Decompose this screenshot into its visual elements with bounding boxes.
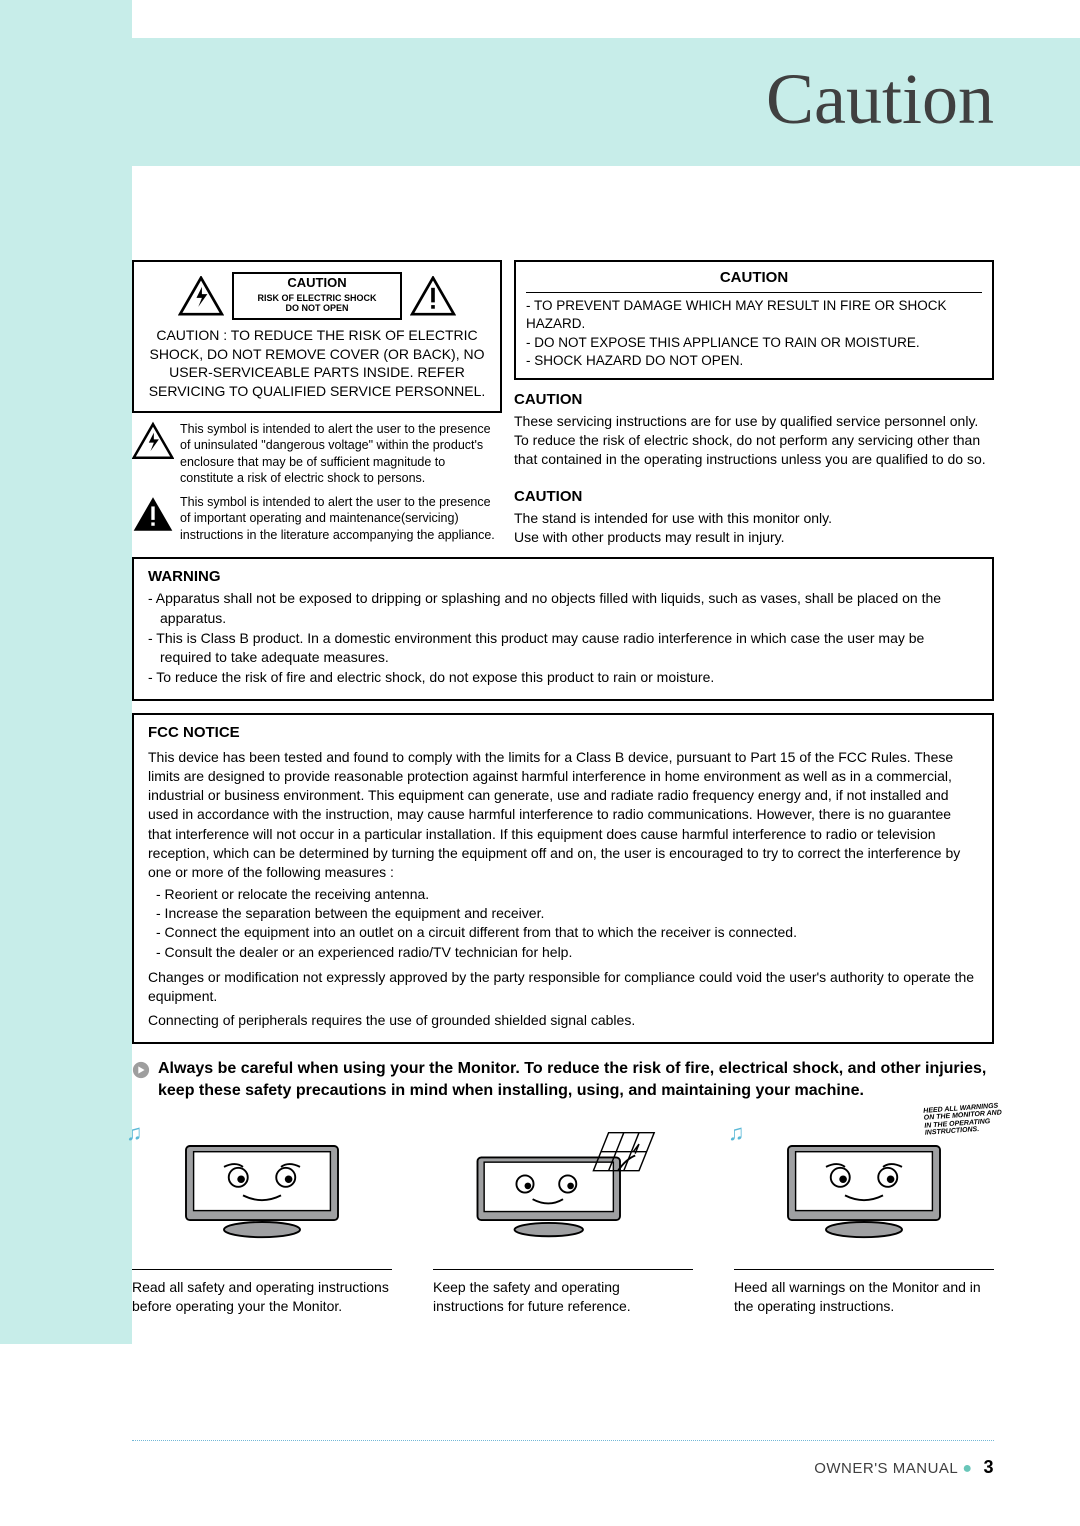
illustration-col-1: ♫ Read all safety and operating instruct… (132, 1113, 392, 1316)
caution-icon-row: CAUTION RISK OF ELECTRIC SHOCK DO NOT OP… (142, 272, 492, 320)
caution-3-header: CAUTION (514, 487, 994, 507)
symbol-description-1: This symbol is intended to alert the use… (132, 421, 502, 486)
warning-item-2: - This is Class B product. In a domestic… (148, 629, 978, 668)
exclamation-triangle-icon (410, 276, 456, 316)
emphasis-text: Always be careful when using your the Mo… (158, 1058, 994, 1101)
emphasis-row: Always be careful when using your the Mo… (132, 1058, 994, 1101)
caution-block-3: CAUTION The stand is intended for use wi… (514, 487, 994, 547)
fcc-paragraph-3: Connecting of peripherals requires the u… (148, 1011, 978, 1030)
monitor-cartoon-icon (769, 1124, 959, 1244)
illustration-col-3: ♫ HEED ALL WARNINGS ON THE MONITOR AND I… (734, 1113, 994, 1316)
footer-label: OWNER'S MANUAL (814, 1460, 958, 1477)
fcc-notice-box: FCC NOTICE This device has been tested a… (132, 713, 994, 1044)
caution-block-2: CAUTION These servicing instructions are… (514, 390, 994, 469)
caution-2-header: CAUTION (514, 390, 994, 410)
symbol-1-text: This symbol is intended to alert the use… (180, 421, 502, 486)
caution-box-1-header: CAUTION (526, 268, 982, 293)
exclamation-triangle-icon (132, 494, 174, 534)
caution-3-line-1: The stand is intended for use with this … (514, 509, 994, 528)
right-column: CAUTION - TO PREVENT DAMAGE WHICH MAY RE… (514, 260, 994, 547)
symbol-description-2: This symbol is intended to alert the use… (132, 494, 502, 543)
illustration-col-2: Keep the safety and operating instructio… (433, 1113, 693, 1316)
footer-dot-icon: ● (962, 1460, 977, 1477)
fcc-body: This device has been tested and found to… (148, 748, 978, 1030)
divider-rule (734, 1269, 994, 1270)
caution-1-line-3: - SHOCK HAZARD DO NOT OPEN. (526, 352, 982, 370)
symbol-2-text: This symbol is intended to alert the use… (180, 494, 502, 543)
main-caution-box: CAUTION RISK OF ELECTRIC SHOCK DO NOT OP… (132, 260, 502, 413)
caution-body-text: CAUTION : TO REDUCE THE RISK OF ELECTRIC… (142, 326, 492, 402)
caution-1-line-2: - DO NOT EXPOSE THIS APPLIANCE TO RAIN O… (526, 334, 982, 352)
illustration-3: ♫ HEED ALL WARNINGS ON THE MONITOR AND I… (734, 1113, 994, 1255)
warning-list: - Apparatus shall not be exposed to drip… (148, 589, 978, 687)
warning-item-3: - To reduce the risk of fire and electri… (148, 668, 978, 688)
caution-risk-line-1: RISK OF ELECTRIC SHOCK (242, 293, 392, 303)
warning-header: WARNING (148, 567, 978, 587)
illustration-row: ♫ Read all safety and operating instruct… (132, 1113, 994, 1316)
caution-risk-line-2: DO NOT OPEN (242, 303, 392, 313)
music-note-icon: ♫ (126, 1118, 143, 1148)
page-number: 3 (983, 1457, 994, 1477)
caution-box-1: CAUTION - TO PREVENT DAMAGE WHICH MAY RE… (514, 260, 994, 380)
content-area: CAUTION RISK OF ELECTRIC SHOCK DO NOT OP… (132, 260, 994, 1316)
heed-warnings-label: HEED ALL WARNINGS ON THE MONITOR AND IN … (923, 1102, 1005, 1137)
monitor-cartoon-icon (167, 1124, 357, 1244)
page-title: Caution (766, 58, 994, 141)
warning-item-1: - Apparatus shall not be exposed to drip… (148, 589, 978, 628)
arrow-bullet-icon (132, 1061, 150, 1079)
fcc-measure-2: - Increase the separation between the eq… (148, 904, 978, 923)
footer: OWNER'S MANUAL ● 3 (814, 1457, 994, 1478)
fcc-measure-3: - Connect the equipment into an outlet o… (148, 923, 978, 942)
divider-rule (132, 1269, 392, 1270)
fcc-header: FCC NOTICE (148, 723, 978, 743)
fcc-measure-1: - Reorient or relocate the receiving ant… (148, 885, 978, 904)
left-sidebar-bg (0, 0, 132, 1344)
fcc-paragraph-2: Changes or modification not expressly ap… (148, 968, 978, 1007)
fcc-measures-list: - Reorient or relocate the receiving ant… (148, 885, 978, 962)
illustration-2-caption: Keep the safety and operating instructio… (433, 1278, 693, 1316)
divider-rule (433, 1269, 693, 1270)
illustration-1: ♫ (132, 1113, 392, 1255)
caution-1-line-1: - TO PREVENT DAMAGE WHICH MAY RESULT IN … (526, 297, 982, 333)
fcc-paragraph-1: This device has been tested and found to… (148, 748, 978, 883)
caution-3-line-2: Use with other products may result in in… (514, 528, 994, 547)
left-column: CAUTION RISK OF ELECTRIC SHOCK DO NOT OP… (132, 260, 502, 547)
illustration-2 (433, 1113, 693, 1255)
caution-label-box: CAUTION RISK OF ELECTRIC SHOCK DO NOT OP… (232, 272, 402, 320)
bottom-dotted-rule (132, 1440, 994, 1441)
warning-box: WARNING - Apparatus shall not be exposed… (132, 557, 994, 701)
two-column-row: CAUTION RISK OF ELECTRIC SHOCK DO NOT OP… (132, 260, 994, 547)
monitor-with-bookshelf-icon (468, 1124, 658, 1244)
caution-label-header: CAUTION (242, 276, 392, 291)
lightning-triangle-icon (132, 421, 174, 461)
illustration-1-caption: Read all safety and operating instructio… (132, 1278, 392, 1316)
caution-box-1-body: - TO PREVENT DAMAGE WHICH MAY RESULT IN … (526, 297, 982, 370)
lightning-triangle-icon (178, 276, 224, 316)
music-note-icon: ♫ (728, 1118, 745, 1148)
illustration-3-caption: Heed all warnings on the Monitor and in … (734, 1278, 994, 1316)
caution-2-body: These servicing instructions are for use… (514, 412, 994, 469)
fcc-measure-4: - Consult the dealer or an experienced r… (148, 943, 978, 962)
